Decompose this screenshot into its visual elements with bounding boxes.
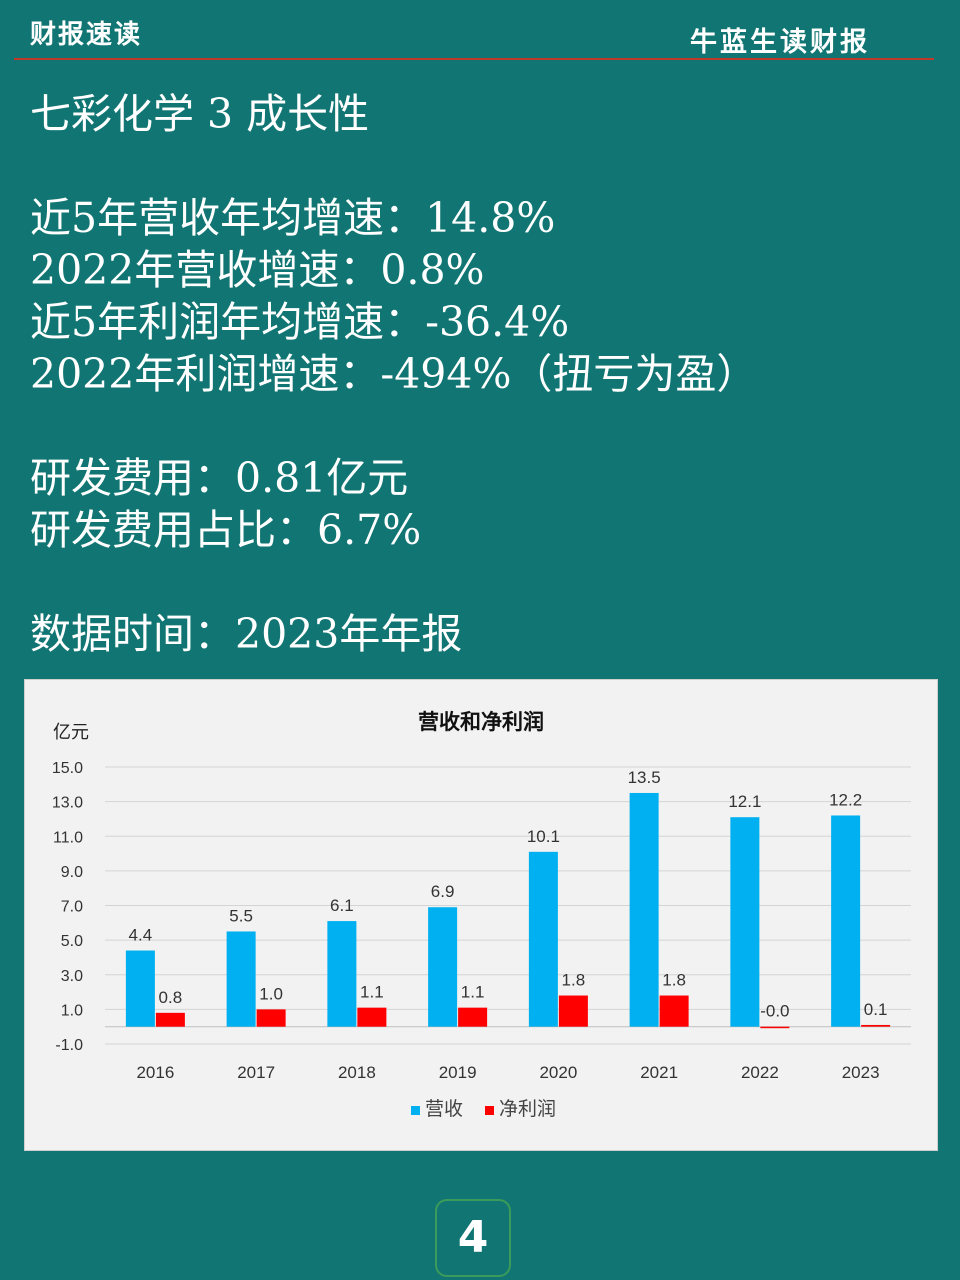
bar-net-profit bbox=[256, 1009, 286, 1027]
bar-revenue bbox=[730, 817, 760, 1027]
x-tick-label: 2021 bbox=[640, 1063, 678, 1082]
bar-revenue bbox=[528, 851, 558, 1027]
legend-label: 营收 bbox=[425, 1098, 463, 1120]
header-left-title: 财报速读 bbox=[30, 20, 143, 50]
spacer bbox=[30, 400, 930, 452]
data-label: 0.1 bbox=[864, 1000, 888, 1019]
bar-net-profit bbox=[659, 995, 689, 1027]
summary-text: 七彩化学 3 成长性 近5年营收年均增速：14.8% 2022年营收增速：0.8… bbox=[30, 88, 930, 660]
data-label: 10.1 bbox=[527, 827, 560, 846]
data-label: 12.2 bbox=[829, 790, 862, 809]
rd-line: 研发费用占比：6.7% bbox=[30, 506, 422, 554]
legend-swatch bbox=[411, 1106, 420, 1115]
x-tick-label: 2018 bbox=[338, 1063, 376, 1082]
data-label: 12.1 bbox=[728, 792, 761, 811]
revenue-profit-chart: 营收和净利润 亿元 15.0 13.0 11.0 9.0 7.0 5.0 3.0 1.0 -1.… bbox=[24, 679, 938, 1151]
y-tick-label: 9.0 bbox=[61, 864, 83, 881]
bar-net-profit bbox=[357, 1007, 387, 1027]
header-right-title: 牛蓝生读财报 bbox=[690, 27, 870, 58]
x-tick-label: 2019 bbox=[439, 1063, 477, 1082]
y-tick-label: 3.0 bbox=[61, 968, 83, 985]
y-tick-label: 13.0 bbox=[52, 795, 83, 812]
x-tick-label: 2022 bbox=[741, 1063, 779, 1082]
bar-revenue bbox=[428, 907, 458, 1027]
bar-net-profit bbox=[760, 1026, 790, 1029]
x-tick-label: 2016 bbox=[136, 1063, 174, 1082]
data-label: 1.1 bbox=[360, 983, 384, 1002]
bar-revenue bbox=[327, 921, 357, 1027]
data-label: 13.5 bbox=[628, 768, 661, 787]
data-label: 1.0 bbox=[259, 984, 283, 1003]
header-divider bbox=[14, 58, 934, 60]
x-tick-label: 2020 bbox=[539, 1063, 577, 1082]
data-label: 5.5 bbox=[229, 906, 253, 925]
bar-revenue bbox=[226, 931, 256, 1027]
rd-line: 研发费用：0.81亿元 bbox=[30, 454, 409, 502]
bar-net-profit bbox=[458, 1007, 488, 1027]
legend-label: 净利润 bbox=[499, 1098, 556, 1120]
data-time: 数据时间：2023年年报 bbox=[30, 610, 463, 658]
data-label: 1.8 bbox=[562, 971, 586, 990]
data-label: 1.8 bbox=[662, 971, 686, 990]
y-tick-label: 15.0 bbox=[52, 760, 83, 777]
growth-line: 近5年利润年均增速：-36.4% bbox=[30, 298, 570, 346]
growth-line: 2022年营收增速：0.8% bbox=[30, 246, 485, 294]
growth-line: 2022年利润增速：-494%（扭亏为盈） bbox=[30, 350, 758, 398]
y-tick-label: -1.0 bbox=[55, 1037, 83, 1054]
x-tick-label: 2017 bbox=[237, 1063, 275, 1082]
bar-revenue bbox=[629, 792, 659, 1027]
bar-net-profit bbox=[861, 1024, 891, 1027]
y-axis-unit: 亿元 bbox=[53, 722, 89, 742]
growth-line: 近5年营收年均增速：14.8% bbox=[30, 194, 556, 242]
y-tick-label: 5.0 bbox=[61, 933, 83, 950]
bar-net-profit bbox=[558, 995, 588, 1027]
data-label: 1.1 bbox=[461, 983, 485, 1002]
bar-revenue bbox=[831, 815, 861, 1027]
chart-title: 营收和净利润 bbox=[418, 709, 544, 734]
bar-revenue bbox=[125, 950, 155, 1027]
y-tick-label: 1.0 bbox=[61, 1002, 83, 1019]
y-tick-label: 11.0 bbox=[53, 829, 83, 846]
bar-net-profit bbox=[155, 1012, 185, 1027]
legend-swatch bbox=[485, 1106, 494, 1115]
data-label: 6.9 bbox=[431, 882, 455, 901]
y-tick-label: 7.0 bbox=[61, 899, 83, 916]
page-number-badge: 4 bbox=[435, 1199, 511, 1277]
x-tick-label: 2023 bbox=[842, 1063, 880, 1082]
chart-plot: 15.0 13.0 11.0 9.0 7.0 5.0 3.0 1.0 -1.0 4.4 0.8 201… bbox=[52, 760, 911, 1120]
data-label: -0.0 bbox=[760, 1002, 789, 1021]
section-title: 七彩化学 3 成长性 bbox=[30, 90, 370, 138]
data-label: 4.4 bbox=[129, 926, 153, 945]
data-label: 0.8 bbox=[159, 988, 183, 1007]
spacer bbox=[30, 140, 930, 192]
data-label: 6.1 bbox=[330, 896, 354, 915]
spacer bbox=[30, 556, 930, 608]
